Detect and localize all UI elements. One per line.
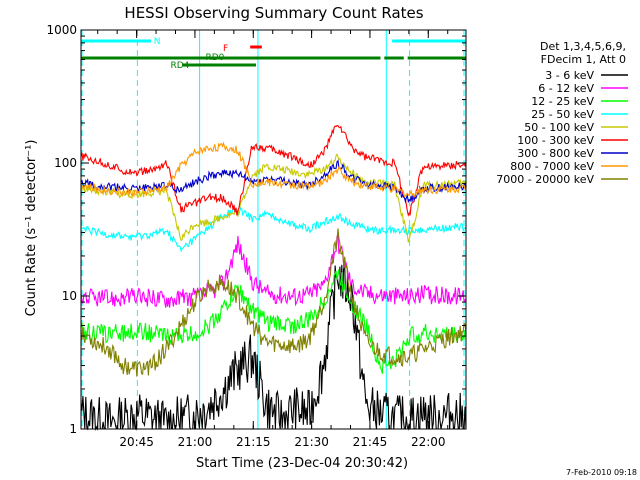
x-axis-label: Start Time (23-Dec-04 20:30:42): [196, 456, 408, 471]
x-tick-label: 21:45: [353, 435, 388, 449]
series-line: [81, 206, 467, 253]
series-line: [80, 125, 467, 217]
flag-label-n: N: [154, 37, 161, 47]
x-tick-label: 20:45: [119, 435, 154, 449]
series-line: [80, 260, 467, 432]
chart-title: HESSI Observing Summary Count Rates: [124, 4, 423, 22]
x-tick-label: 22:00: [411, 435, 446, 449]
legend-label: 50 - 100 keV: [524, 121, 594, 134]
flag-label-f: F: [223, 44, 228, 54]
y-tick-label: 100: [54, 156, 77, 170]
series-line: [80, 269, 467, 374]
series-line: [80, 228, 467, 377]
legend-label: 7000 - 20000 keV: [496, 173, 594, 186]
footer-date: 7-Feb-2010 09:18: [566, 468, 637, 477]
y-axis-label: Count Rate (s⁻¹ detector⁻¹): [24, 140, 39, 317]
legend-label: 300 - 800 keV: [517, 147, 594, 160]
y-tick-label: 1: [69, 422, 77, 436]
series-line: [80, 233, 467, 308]
series-line: [80, 141, 467, 199]
legend-label: 800 - 7000 keV: [510, 160, 594, 173]
x-tick-label: 21:15: [236, 435, 271, 449]
legend-label: 3 - 6 keV: [545, 69, 594, 82]
legend-header: Det 1,3,4,5,6,9,: [540, 40, 626, 53]
legend-header: FDecim 1, Att 0: [541, 53, 626, 66]
flag-label-rd4: RD4: [170, 61, 189, 71]
legend: Det 1,3,4,5,6,9,FDecim 1, Att 0 3 - 6 keV…: [496, 40, 628, 186]
x-tick-label: 21:30: [294, 435, 329, 449]
plot-frame: [80, 29, 467, 430]
legend-label: 6 - 12 keV: [538, 82, 594, 95]
legend-label: 25 - 50 keV: [531, 108, 594, 121]
x-tick-label: 21:00: [178, 435, 213, 449]
legend-label: 100 - 300 keV: [517, 134, 594, 147]
legend-label: 12 - 25 keV: [531, 95, 594, 108]
series-line: [80, 159, 467, 204]
flag-label-rd0: RD0: [205, 53, 224, 63]
y-tick-label: 1000: [46, 23, 77, 37]
y-tick-label: 10: [62, 289, 77, 303]
